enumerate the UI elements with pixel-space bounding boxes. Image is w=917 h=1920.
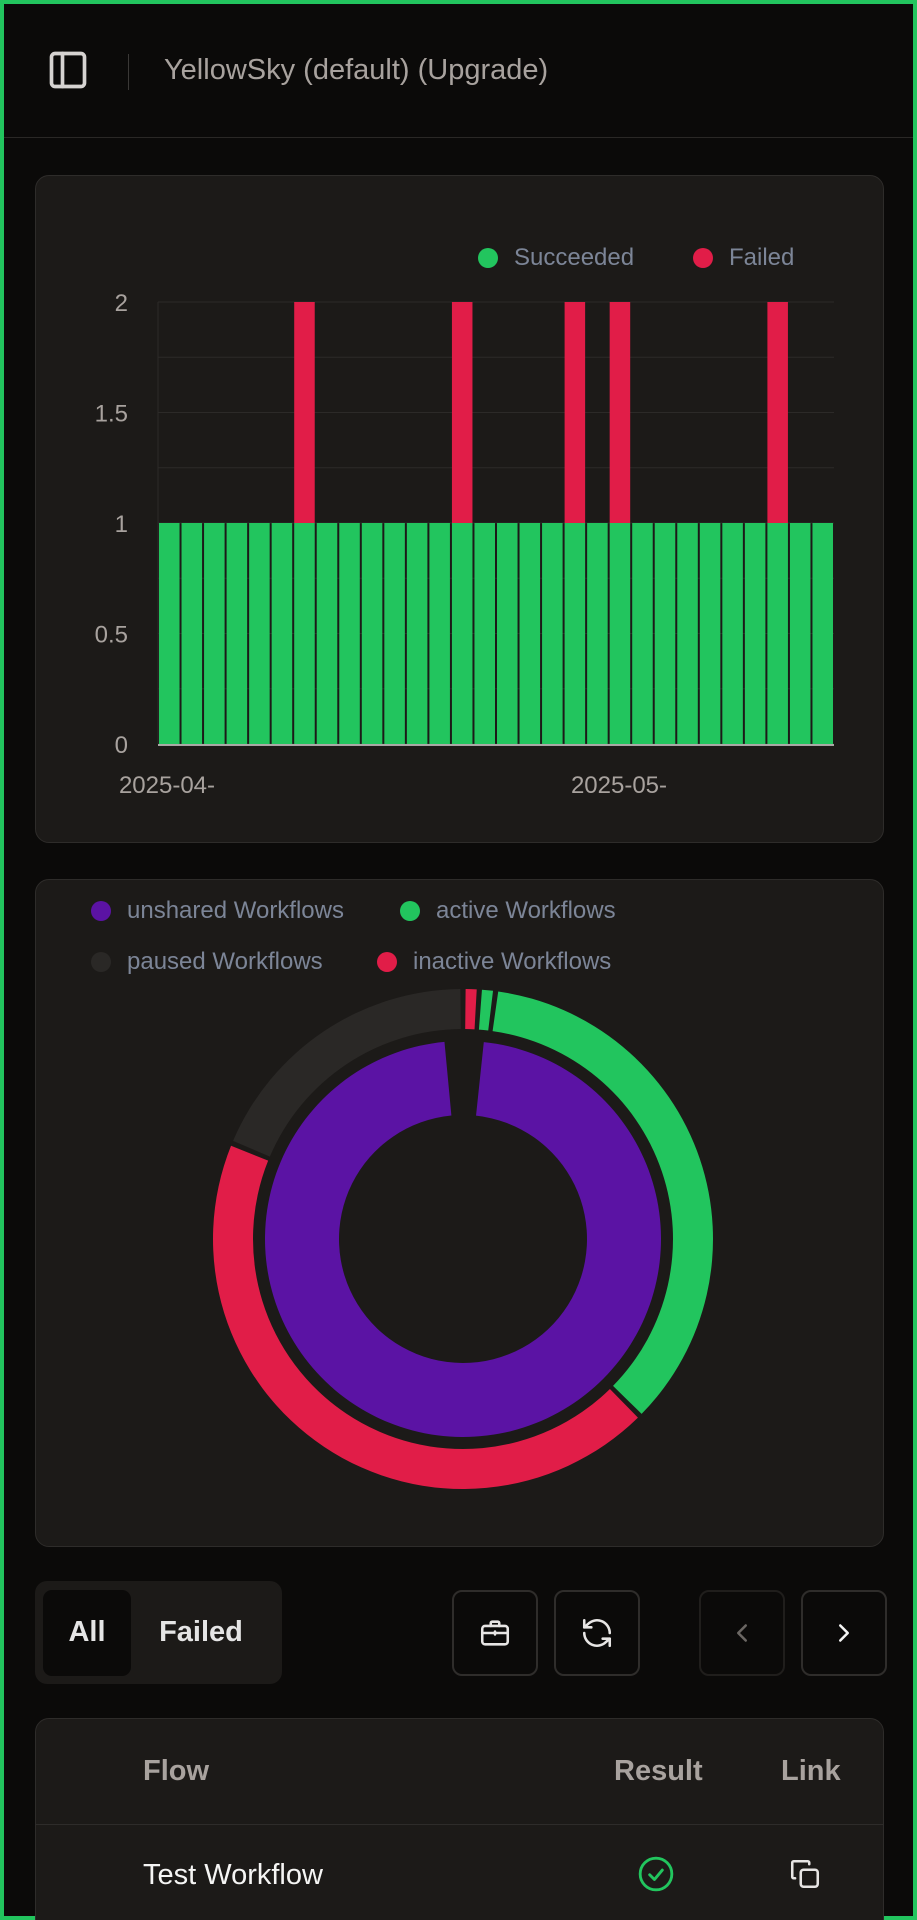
outer-slice-inactive-workflows[interactable]	[212, 1145, 638, 1489]
bar-succeeded[interactable]	[339, 523, 360, 744]
legend-unshared-label: unshared Workflows	[127, 897, 344, 924]
bar-succeeded[interactable]	[677, 523, 698, 744]
bar-succeeded[interactable]	[249, 523, 270, 744]
sidebar-toggle-button[interactable]	[46, 48, 90, 92]
flow-name[interactable]: Test Workflow	[143, 1859, 323, 1891]
link-cell[interactable]	[788, 1857, 822, 1896]
bar-succeeded[interactable]	[316, 523, 338, 744]
bar-failed[interactable]	[294, 302, 315, 523]
bar-succeeded[interactable]	[204, 523, 225, 744]
outer-slice-inactive-workflows[interactable]	[465, 989, 477, 1030]
refresh-icon	[582, 1618, 612, 1648]
succeeded-dot	[478, 248, 498, 268]
run-filter-tabs: All Failed	[35, 1581, 282, 1684]
bar-failed[interactable]	[609, 302, 631, 523]
bar-succeeded[interactable]	[812, 523, 833, 744]
result-cell	[637, 1855, 675, 1898]
legend-failed-label: Failed	[729, 244, 795, 271]
bar-succeeded[interactable]	[361, 523, 383, 744]
y-tick-label: 1.5	[95, 401, 128, 428]
check-circle-icon	[638, 1856, 674, 1892]
bar-succeeded[interactable]	[587, 523, 608, 744]
briefcase-icon	[480, 1620, 510, 1646]
bar-succeeded[interactable]	[226, 523, 248, 744]
bar-succeeded[interactable]	[384, 523, 405, 744]
chevron-right-icon	[839, 1624, 849, 1642]
workflows-donut-chart	[212, 989, 714, 1489]
bar-failed[interactable]	[767, 302, 788, 523]
workflows-chart-card: unshared Workflows active Workflows paus…	[35, 879, 884, 1547]
bar-succeeded[interactable]	[519, 523, 541, 744]
legend-unshared[interactable]: unshared Workflows	[91, 897, 344, 925]
copy-icon	[790, 1859, 820, 1889]
y-tick-label: 0	[115, 732, 128, 759]
runs-table: Flow Result Link Test Workflow	[35, 1718, 884, 1920]
x-tick-label: 2025-04-	[119, 772, 215, 799]
unshared-dot	[91, 901, 111, 921]
bar-succeeded[interactable]	[406, 523, 428, 744]
bar-succeeded[interactable]	[451, 523, 473, 744]
bar-failed[interactable]	[564, 302, 586, 523]
inner-slice-unshared-workflows[interactable]	[265, 1041, 661, 1437]
column-link: Link	[781, 1755, 841, 1787]
legend-active-label: active Workflows	[436, 897, 616, 924]
outer-slice-active-workflows[interactable]	[478, 989, 494, 1031]
legend-succeeded[interactable]: Succeeded	[478, 244, 634, 272]
failed-dot	[693, 248, 713, 268]
bar-succeeded[interactable]	[271, 523, 293, 744]
outer-slice-active-workflows[interactable]	[492, 991, 714, 1414]
y-tick-label: 2	[115, 290, 128, 317]
bar-succeeded[interactable]	[722, 523, 743, 744]
bar-succeeded[interactable]	[474, 523, 495, 744]
workspace-filter-button[interactable]	[452, 1590, 538, 1676]
table-header: Flow Result Link	[36, 1719, 883, 1825]
legend-inactive-label: inactive Workflows	[413, 948, 612, 975]
outer-slice-paused-workflows[interactable]	[233, 989, 461, 1157]
bar-succeeded[interactable]	[294, 523, 315, 744]
column-result: Result	[614, 1755, 703, 1787]
tab-all[interactable]: All	[43, 1589, 131, 1676]
inactive-dot	[377, 952, 397, 972]
bar-succeeded[interactable]	[699, 523, 721, 744]
bar-succeeded[interactable]	[159, 523, 180, 744]
legend-inactive[interactable]: inactive Workflows	[377, 948, 611, 976]
legend-paused[interactable]: paused Workflows	[91, 948, 323, 976]
runs-bar-chart: 0 0.5 1 1.5 2 2025-04- 2025-05-	[95, 290, 834, 799]
header-divider	[128, 54, 129, 90]
bar-succeeded[interactable]	[429, 523, 450, 744]
legend-active[interactable]: active Workflows	[400, 897, 616, 925]
bar-succeeded[interactable]	[497, 523, 518, 744]
bar-succeeded[interactable]	[654, 523, 676, 744]
bar-failed[interactable]	[451, 302, 473, 523]
workspace-title[interactable]: YellowSky (default) (Upgrade)	[164, 54, 549, 86]
bar-succeeded[interactable]	[767, 523, 788, 744]
app-header: YellowSky (default) (Upgrade)	[4, 4, 913, 138]
bar-succeeded[interactable]	[181, 523, 203, 744]
refresh-button[interactable]	[554, 1590, 640, 1676]
runs-chart-card: Succeeded Failed 0 0.5 1 1.5 2 2025-04- 2025-0…	[35, 175, 884, 843]
bar-succeeded[interactable]	[542, 523, 563, 744]
bar-succeeded[interactable]	[789, 523, 811, 744]
bar-succeeded[interactable]	[744, 523, 766, 744]
y-tick-label: 0.5	[95, 622, 128, 649]
next-page-button[interactable]	[801, 1590, 887, 1676]
column-flow: Flow	[143, 1755, 210, 1787]
legend-failed[interactable]: Failed	[693, 244, 794, 272]
sidebar-panel-icon	[49, 51, 87, 89]
bar-succeeded[interactable]	[609, 523, 631, 744]
paused-dot	[91, 952, 111, 972]
tab-failed[interactable]: Failed	[159, 1616, 243, 1648]
y-tick-label: 1	[115, 511, 128, 538]
bar-succeeded[interactable]	[564, 523, 586, 744]
legend-paused-label: paused Workflows	[127, 948, 323, 975]
x-tick-label: 2025-05-	[571, 772, 667, 799]
bar-succeeded[interactable]	[632, 523, 653, 744]
legend-succeeded-label: Succeeded	[514, 244, 635, 271]
chevron-left-icon	[737, 1624, 747, 1642]
previous-page-button[interactable]	[699, 1590, 785, 1676]
active-dot	[400, 901, 420, 921]
